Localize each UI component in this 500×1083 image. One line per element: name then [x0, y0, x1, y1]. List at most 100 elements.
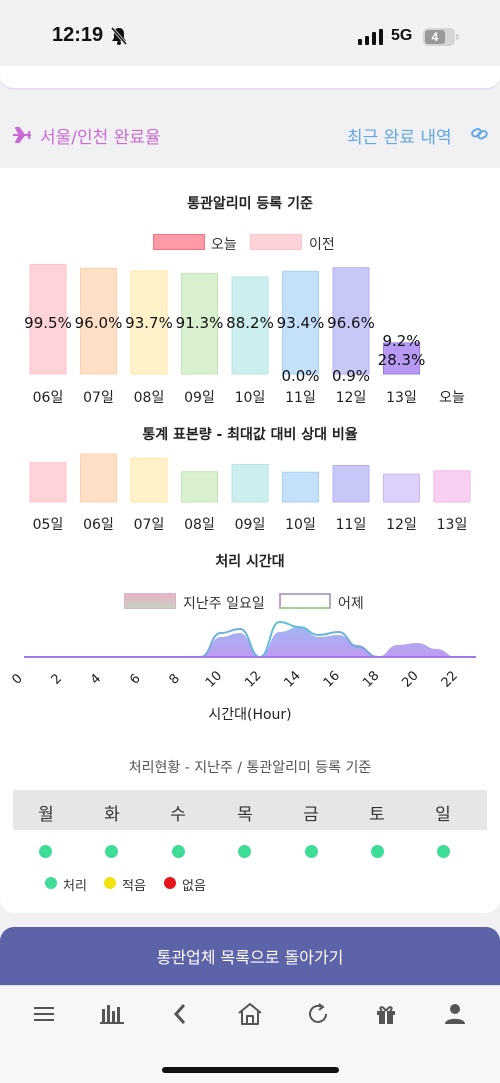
legend-last-sunday-swatch: [124, 593, 176, 609]
status-dot-wed: [172, 845, 185, 858]
hour-tick-label: 2: [49, 671, 65, 687]
sample-day-label: 11일: [336, 517, 367, 533]
gift-icon[interactable]: [366, 1000, 406, 1028]
day-mon: 월: [38, 805, 54, 825]
sample-day-label: 09일: [235, 517, 266, 533]
status-dot-sun: [437, 845, 450, 858]
day-fri: 금: [303, 805, 319, 825]
completion-day-label: 12일: [336, 390, 367, 406]
completion-day-label: 09일: [184, 390, 215, 406]
completion-sub-label: 0.0%: [281, 367, 319, 385]
completion-day-label: 10일: [235, 390, 266, 406]
day-thu: 목: [237, 805, 253, 825]
completion-day-label: 07일: [83, 390, 114, 406]
day-sat: 토: [369, 805, 385, 825]
legend-today-label: 오늘: [211, 237, 237, 253]
last-sunday-area: [24, 627, 476, 657]
hour-tick-label: 18: [360, 668, 382, 690]
sample-day-label: 07일: [134, 517, 165, 533]
signal-icon: [358, 29, 383, 45]
completion-day-label: 08일: [134, 390, 165, 406]
status-caption: 처리현황 - 지난주 / 통관알리미 등록 기준: [128, 760, 372, 776]
sample-day-label: 06일: [83, 517, 114, 533]
status-dot-sat: [371, 845, 384, 858]
network-label: 5G: [391, 27, 413, 44]
home-icon[interactable]: [230, 1000, 270, 1028]
completion-day-label: 오늘: [439, 390, 465, 406]
sample-bar: [181, 471, 218, 503]
sample-bar: [282, 471, 319, 503]
completion-value-label: 88.2%: [226, 314, 274, 332]
status-dot-fri: [305, 845, 318, 858]
airplane-icon: [13, 127, 31, 143]
sample-bar-chart: 05일 06일 07일 08일 09일 10일 11일 12일 13일: [29, 453, 471, 533]
completion-bar: [282, 270, 319, 375]
back-icon[interactable]: [160, 1000, 200, 1028]
hour-tick-label: 16: [321, 668, 343, 690]
hour-tick-label: 10: [203, 668, 225, 690]
menu-icon[interactable]: [24, 1000, 64, 1028]
completion-value-label: 93.7%: [125, 314, 173, 332]
time-area-chart: 0 2 4 6 8 10 12 14 16 18 20 22 시간대(Hour): [9, 620, 476, 723]
legend-yesterday-label: 어제: [338, 596, 364, 612]
completion-sub-label: 0.9%: [332, 367, 370, 385]
time-chart-title: 처리 시간대: [215, 554, 285, 570]
chart-icon[interactable]: [92, 1000, 132, 1028]
hour-tick-label: 14: [281, 668, 303, 690]
completion-day-label: 06일: [33, 390, 64, 406]
completion-sub-label: 9.2%: [382, 332, 420, 350]
sample-bar: [130, 457, 168, 503]
sample-bar: [433, 470, 471, 503]
completion-bar: [231, 276, 269, 375]
section-header: [0, 100, 500, 168]
recent-history-link[interactable]: 최근 완료 내역: [347, 128, 452, 148]
key-none-label: 없음: [182, 879, 206, 894]
sample-chart-title: 통계 표본량 - 최대값 대비 상대 비율: [142, 427, 358, 443]
hour-tick-label: 22: [439, 668, 461, 690]
legend-prev-label: 이전: [309, 237, 335, 253]
completion-value-label: 91.3%: [176, 314, 224, 332]
completion-bar: [80, 267, 117, 375]
sample-bar: [383, 473, 420, 503]
completion-bar: [181, 273, 218, 375]
completion-bar: [130, 270, 168, 375]
section-title: 서울/인천 완료율: [40, 128, 161, 148]
hour-axis-label: 시간대(Hour): [208, 707, 291, 723]
day-sun: 일: [435, 805, 451, 825]
bell-muted-icon: [110, 27, 128, 45]
legend-today-swatch: [153, 234, 205, 250]
hour-tick-label: 0: [9, 671, 25, 687]
top-card-edge: [0, 66, 500, 90]
home-indicator: [162, 1067, 339, 1073]
completion-bar: [29, 264, 67, 375]
legend-yesterday-swatch: [279, 593, 331, 609]
hour-tick-label: 4: [88, 671, 104, 687]
completion-value-label: 96.6%: [327, 314, 375, 332]
status-dot-thu: [238, 845, 251, 858]
week-header: [13, 790, 487, 830]
key-low-dot: [104, 877, 116, 889]
legend-last-sunday-label: 지난주 일요일: [183, 596, 265, 612]
refresh-icon[interactable]: [298, 1000, 338, 1028]
link-icon[interactable]: [471, 127, 489, 141]
day-wed: 수: [170, 805, 186, 825]
sample-bar: [80, 453, 117, 503]
sample-bar: [231, 464, 269, 503]
battery-icon: 4: [423, 28, 459, 46]
completion-value-label: 28.3%: [378, 351, 426, 369]
completion-value-label: 96.0%: [75, 314, 123, 332]
completion-bar: [332, 267, 370, 375]
sample-day-label: 10일: [285, 517, 316, 533]
hour-tick-label: 6: [127, 671, 143, 687]
back-to-list-button[interactable]: 통관업체 목록으로 돌아가기: [0, 927, 500, 989]
completion-chart-title: 통관알리미 등록 기준: [187, 196, 313, 212]
sample-day-label: 08일: [184, 517, 215, 533]
completion-bar: [383, 342, 420, 375]
hour-tick-label: 8: [166, 671, 182, 687]
sample-day-label: 05일: [33, 517, 64, 533]
legend-prev-swatch: [250, 234, 302, 250]
key-low-label: 적음: [122, 879, 146, 894]
completion-value-label: 99.5%: [24, 314, 72, 332]
user-icon[interactable]: [435, 1000, 475, 1028]
hour-tick-label: 20: [399, 668, 421, 690]
